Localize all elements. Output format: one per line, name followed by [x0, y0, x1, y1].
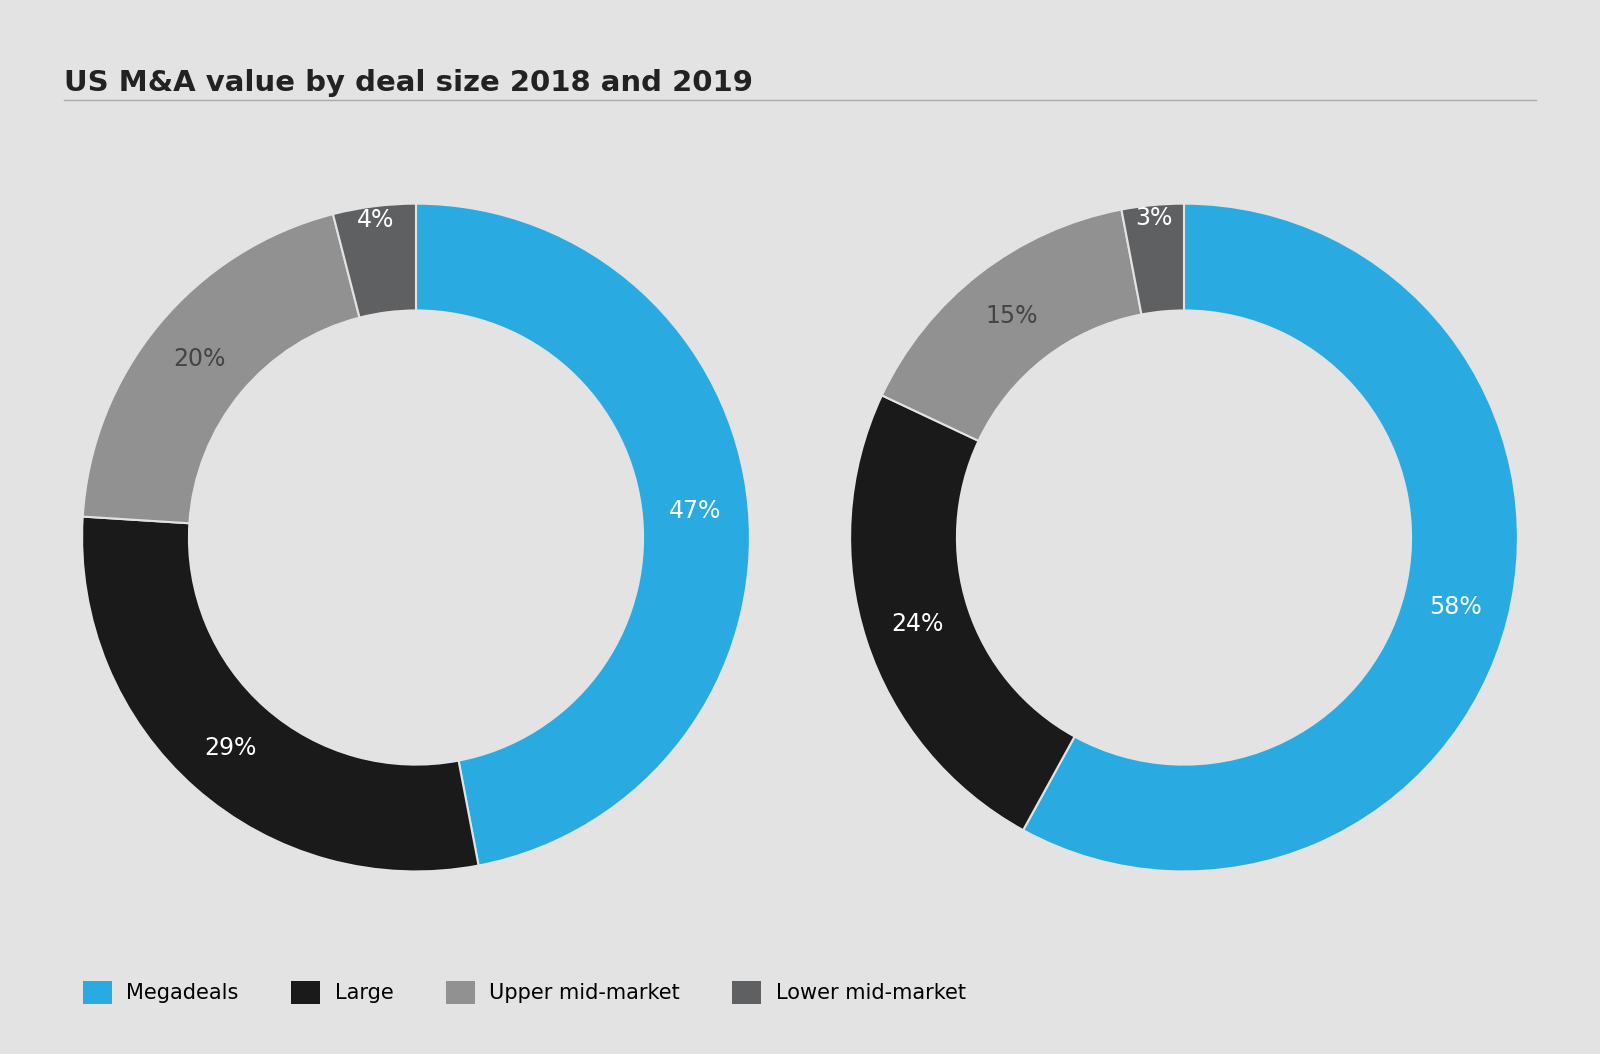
Wedge shape: [82, 516, 478, 872]
Wedge shape: [850, 395, 1075, 831]
Text: 4%: 4%: [357, 208, 395, 232]
Text: 15%: 15%: [986, 304, 1038, 328]
Wedge shape: [882, 210, 1141, 441]
Text: 24%: 24%: [891, 612, 944, 637]
Text: 29%: 29%: [205, 736, 256, 760]
Legend: Megadeals, Large, Upper mid-market, Lower mid-market: Megadeals, Large, Upper mid-market, Lowe…: [75, 973, 974, 1012]
Text: 20%: 20%: [174, 347, 226, 371]
Text: US M&A value by deal size 2018 and 2019: US M&A value by deal size 2018 and 2019: [64, 69, 754, 97]
Wedge shape: [1022, 203, 1518, 872]
Text: 47%: 47%: [669, 500, 722, 523]
Wedge shape: [416, 203, 750, 865]
Wedge shape: [333, 203, 416, 317]
Text: 58%: 58%: [1429, 596, 1482, 620]
Wedge shape: [83, 214, 360, 523]
Wedge shape: [1122, 203, 1184, 314]
Text: 3%: 3%: [1134, 207, 1173, 231]
